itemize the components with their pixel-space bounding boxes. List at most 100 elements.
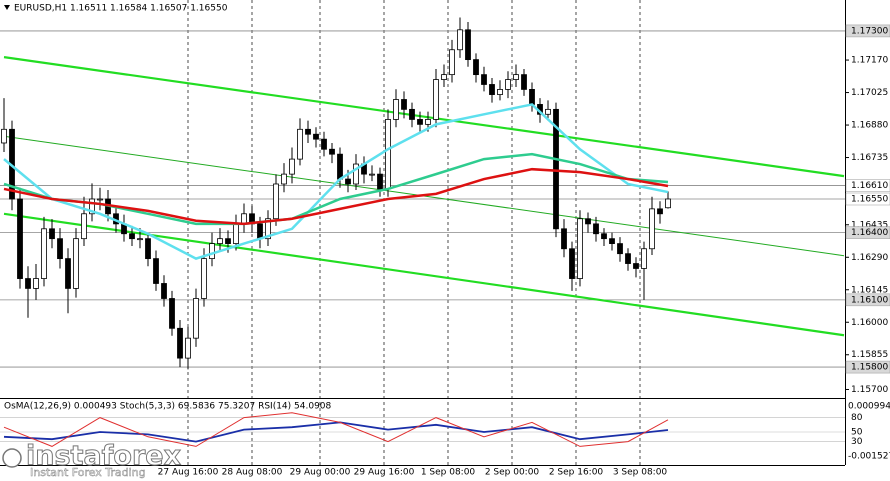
- candle-body: [297, 128, 303, 160]
- candle-body: [145, 238, 151, 260]
- level-label-box: [845, 293, 890, 307]
- level-label-box: [845, 179, 890, 192]
- candle-body: [433, 79, 439, 120]
- candle-body: [649, 208, 655, 250]
- candle-body: [41, 228, 47, 279]
- candle-body: [193, 298, 199, 339]
- candle-body: [185, 337, 191, 359]
- candle-body: [129, 233, 135, 240]
- candle-body: [521, 74, 527, 90]
- y-tick-label: 1.16435: [851, 220, 888, 230]
- candle-body: [609, 238, 615, 244]
- candle-body: [89, 198, 95, 215]
- level-label: 1.17300: [851, 26, 888, 36]
- candle-body: [345, 178, 351, 185]
- candle-body: [641, 248, 647, 269]
- candle-body: [457, 29, 463, 51]
- candle-body: [289, 158, 295, 175]
- candle-body: [441, 74, 447, 80]
- candle-body: [209, 243, 215, 260]
- candle-body: [233, 223, 239, 244]
- candle-body: [33, 278, 39, 289]
- level-label: 1.15800: [851, 363, 888, 373]
- candle-body: [569, 248, 575, 279]
- candle-body: [137, 238, 143, 241]
- candle-body: [449, 49, 455, 76]
- candle-body: [481, 74, 487, 85]
- logo-name: instaforex: [26, 441, 181, 472]
- candle-body: [377, 173, 383, 190]
- logo-tagline: Instant Forex Trading: [30, 466, 146, 479]
- candle-body: [65, 258, 71, 289]
- x-tick-label: 28 Aug 08:00: [222, 468, 283, 478]
- x-tick-label: 29 Aug 00:00: [290, 468, 351, 478]
- x-tick-label: 3 Sep 08:00: [613, 468, 668, 478]
- candle-body: [313, 133, 319, 140]
- indicator-tick-label: 80: [851, 413, 863, 423]
- candle-body: [513, 74, 519, 80]
- candle-body: [337, 153, 343, 180]
- moving-average: [3, 103, 669, 260]
- candle-body: [353, 163, 359, 185]
- candle-body: [201, 258, 207, 299]
- candle-body: [393, 99, 399, 120]
- candle-body: [409, 108, 415, 120]
- candle-body: [561, 228, 567, 250]
- candle-body: [49, 228, 55, 240]
- menu-triangle: [4, 5, 10, 10]
- candle-body: [401, 99, 407, 110]
- level-label: 1.16610: [851, 181, 888, 191]
- candle-body: [601, 233, 607, 240]
- candle-body: [665, 198, 671, 209]
- candle-body: [17, 198, 23, 279]
- chart-header: EURUSD,H1 1.16511 1.16584 1.16507 1.1655…: [14, 4, 228, 14]
- candle-body: [97, 198, 103, 201]
- level-label-box: [845, 24, 890, 38]
- x-tick-label: 27 Aug 16:00: [158, 468, 219, 478]
- candle-body: [329, 148, 335, 155]
- level-label: 1.16100: [851, 295, 888, 305]
- x-tick-label: 2 Sep 00:00: [485, 468, 540, 478]
- candle-body: [161, 283, 167, 299]
- candle-body: [425, 119, 431, 125]
- candle-body: [585, 218, 591, 225]
- candle-body: [385, 119, 391, 190]
- channel-line: [3, 56, 845, 178]
- candle-body: [281, 173, 287, 185]
- candle-body: [553, 108, 559, 230]
- moving-average: [3, 167, 669, 226]
- candle-body: [153, 258, 159, 284]
- y-tick-label: 1.15700: [851, 385, 888, 395]
- indicator-tick-label: 50: [851, 428, 863, 438]
- candle-body: [505, 79, 511, 90]
- candle-body: [465, 29, 471, 61]
- candle-body: [489, 84, 495, 95]
- indicator-title: OsMA(12,26,9) 0.000493 Stoch(5,3,3) 69.5…: [4, 402, 332, 412]
- candle-body: [593, 223, 599, 235]
- candle-body: [217, 238, 223, 244]
- candle-body: [545, 108, 551, 115]
- candle-body: [497, 89, 503, 95]
- y-tick-label: 1.16880: [851, 121, 888, 131]
- candle-body: [241, 213, 247, 225]
- candle-body: [265, 218, 271, 240]
- candle-body: [657, 208, 663, 215]
- logo-icon: [2, 448, 22, 468]
- y-tick-label: 1.16735: [851, 153, 888, 163]
- indicator-tick-label: 30: [851, 437, 863, 447]
- x-tick-label: 1 Sep 08:00: [421, 468, 476, 478]
- candle-body: [177, 327, 183, 359]
- y-tick-label: 1.17170: [851, 56, 888, 66]
- candle-body: [577, 218, 583, 279]
- level-label-box: [845, 226, 890, 239]
- y-tick-label: 1.17025: [851, 88, 888, 98]
- level-label-box: [845, 360, 890, 374]
- candle-body: [617, 243, 623, 255]
- level-label-box: [845, 192, 890, 206]
- candle-body: [25, 278, 31, 289]
- candle-body: [369, 173, 375, 176]
- indicator-line: [3, 412, 669, 447]
- channel-line: [3, 212, 845, 337]
- x-tick-label: 2 Sep 16:00: [549, 468, 604, 478]
